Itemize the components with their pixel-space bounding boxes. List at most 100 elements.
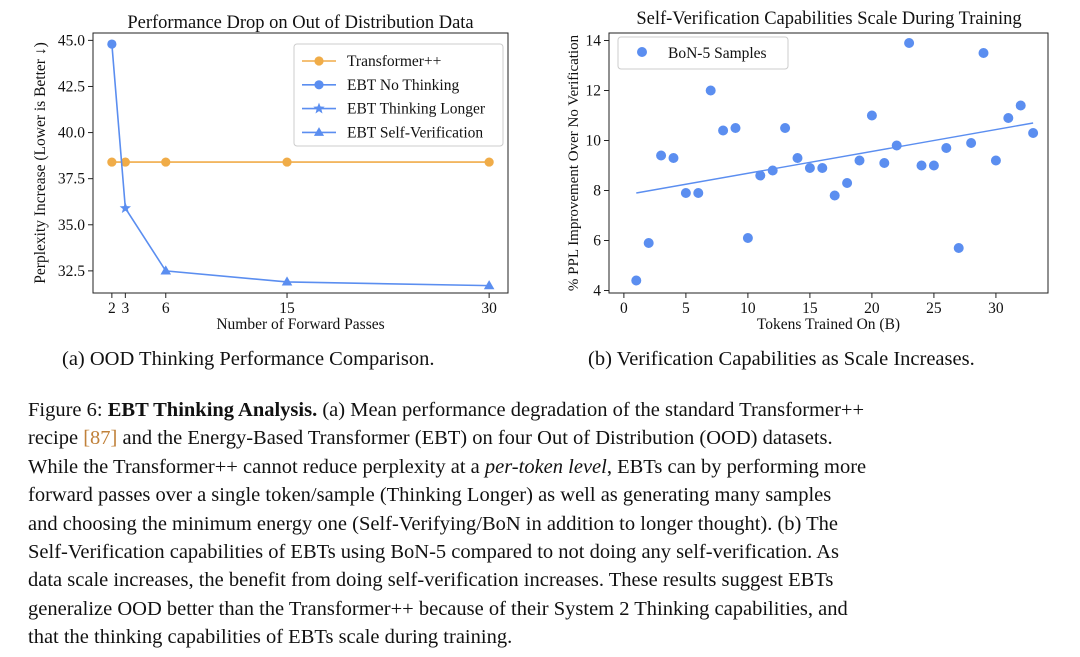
chart-b-frame (608, 32, 1049, 294)
point-transformer (161, 157, 171, 167)
caption-text: and the Energy-Based Transformer (EBT) o… (117, 427, 833, 450)
caption-line: While the Transformer++ cannot reduce pe… (28, 453, 1058, 481)
scatter-point (978, 48, 989, 58)
legend-marker (637, 47, 647, 57)
scatter-point (891, 140, 902, 151)
caption-text: While the Transformer++ cannot reduce pe… (28, 455, 485, 478)
y-tick-label: 42.5 (58, 78, 85, 95)
caption-text: forward passes over a single token/sampl… (28, 484, 832, 507)
x-tick-label: 10 (740, 300, 756, 317)
point-ebt-thinking-longer (119, 202, 132, 214)
caption-line: that the thinking capabilities of EBTs s… (28, 623, 1058, 651)
scatter-point (780, 123, 791, 133)
caption-text: EBT Thinking Analysis. (107, 399, 318, 421)
caption-text: that the thinking capabilities of EBTs s… (28, 626, 513, 649)
legend-label: EBT Self-Verification (347, 124, 483, 141)
scatter-point (631, 275, 642, 286)
caption-line: recipe [87] and the Energy-Based Transfo… (28, 424, 1058, 452)
legend-label: EBT Thinking Longer (347, 101, 486, 118)
scatter-point (941, 143, 952, 153)
point-transformer (107, 157, 117, 167)
citation-link[interactable]: [87] (83, 427, 118, 450)
caption-line: forward passes over a single token/sampl… (28, 481, 1058, 509)
y-tick-label: 45.0 (58, 32, 85, 49)
y-tick-label: 6 (593, 233, 601, 250)
scatter-point (904, 38, 915, 48)
legend-label: BoN-5 Samples (668, 45, 767, 62)
scatter-point (916, 160, 927, 171)
scatter-point (953, 243, 964, 253)
scatter-point (680, 188, 691, 198)
caption-text: (a) Mean performance degradation of the … (317, 399, 865, 421)
caption-line: generalize OOD better than the Transform… (28, 595, 1058, 623)
point-ebt-self-verification (160, 265, 172, 275)
caption-line: Figure 6: EBT Thinking Analysis. (a) Mea… (28, 396, 1058, 424)
chart-b-title: Self-Verification Capabilities Scale Dur… (636, 9, 1021, 29)
chart-a-title: Performance Drop on Out of Distribution … (127, 13, 473, 33)
scatter-point (755, 170, 766, 181)
caption-text: , EBTs can by performing more (606, 455, 867, 478)
caption-text: generalize OOD better than the Transform… (28, 597, 848, 620)
scatter-point (643, 238, 654, 248)
caption-text: data scale increases, the benefit from d… (28, 569, 834, 592)
x-tick-label: 6 (162, 300, 170, 317)
y-tick-label: 40.0 (58, 125, 85, 142)
caption-line: data scale increases, the benefit from d… (28, 566, 1058, 594)
x-tick-label: 2 (108, 300, 116, 317)
scatter-point (1003, 113, 1014, 123)
x-tick-label: 30 (988, 300, 1004, 317)
point-ebt-self-verification (281, 276, 293, 286)
point-ebt-no-thinking (107, 39, 117, 49)
chart-a-group: Performance Drop on Out of Distribution … (32, 13, 509, 333)
caption-text: Self-Verification capabilities of EBTs u… (28, 541, 839, 564)
scatter-point (817, 163, 828, 173)
chart-a-xlabel: Number of Forward Passes (216, 316, 384, 333)
point-transformer (484, 157, 494, 167)
legend-marker (314, 80, 324, 90)
chart-a-ylabel: Perplexity Increase (Lower is Better ↓) (32, 42, 49, 283)
scatter-point (842, 178, 853, 188)
subcaption-b: (b) Verification Capabilities as Scale I… (588, 348, 975, 370)
legend-box (293, 43, 504, 147)
scatter-point (990, 155, 1001, 166)
caption-text: recipe (28, 427, 84, 450)
x-tick-label: 3 (121, 300, 129, 317)
x-tick-label: 20 (864, 300, 880, 317)
legend-marker (314, 56, 324, 66)
trend-line (636, 122, 1034, 194)
y-tick-label: 10 (586, 133, 602, 150)
chart-verification-scale: Self-Verification Capabilities Scale Dur… (566, 9, 1049, 333)
x-tick-label: 15 (802, 300, 818, 317)
scatter-point (1028, 128, 1039, 138)
point-ebt-self-verification (483, 280, 495, 290)
caption-line: Self-Verification capabilities of EBTs u… (28, 538, 1058, 566)
chart-b-legend: BoN-5 Samples (617, 36, 789, 70)
scatter-point (730, 123, 741, 133)
caption-text: per-token level (484, 455, 607, 478)
subcaption-a: (a) OOD Thinking Performance Comparison. (62, 348, 435, 370)
scatter-point (829, 190, 840, 201)
x-tick-label: 30 (481, 300, 497, 317)
scatter-point (866, 110, 877, 121)
scatter-point (668, 153, 679, 163)
chart-a-legend: Transformer++ EBT No Thinking EBT Thinking… (293, 43, 504, 147)
x-tick-label: 5 (682, 300, 690, 317)
x-tick-label: 0 (620, 300, 628, 317)
legend-marker (313, 102, 325, 114)
y-tick-label: 12 (586, 83, 602, 100)
legend-label: Transformer++ (347, 53, 441, 70)
scatter-point (718, 125, 729, 136)
point-transformer (282, 157, 292, 167)
chart-b-ylabel: % PPL Improvement Over No Verification (566, 34, 582, 291)
figure-caption: Figure 6: EBT Thinking Analysis. (a) Mea… (28, 396, 1058, 652)
scatter-point (705, 85, 716, 96)
scatter-point (742, 233, 753, 243)
legend-box (617, 36, 789, 70)
caption-text: and choosing the minimum energy one (Sel… (28, 512, 838, 535)
x-tick-label: 25 (926, 300, 942, 317)
chart-b-xlabel: Tokens Trained On (B) (757, 316, 900, 333)
y-tick-label: 8 (593, 183, 601, 200)
scatter-point (693, 188, 704, 198)
